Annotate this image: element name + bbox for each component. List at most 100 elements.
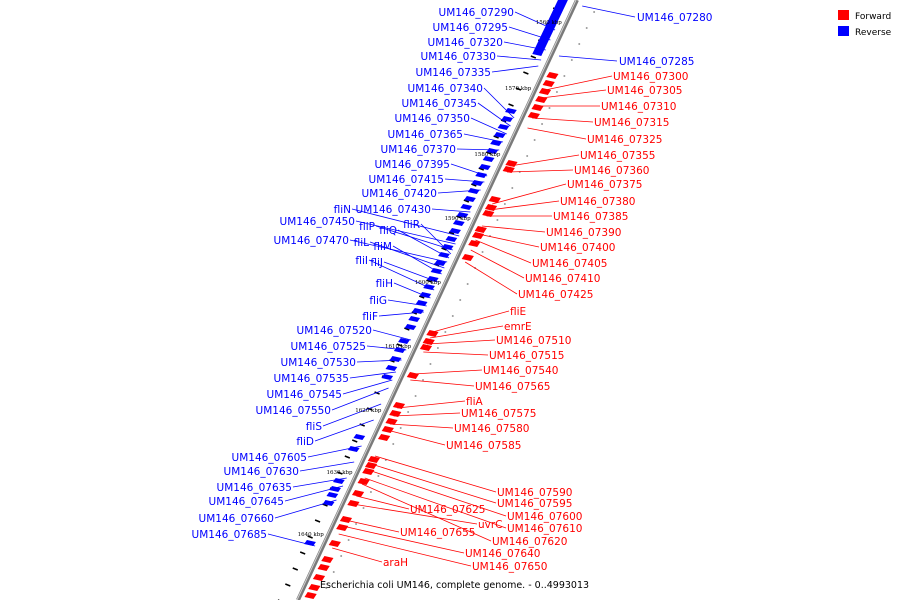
label-connector: [372, 329, 412, 341]
forward-gene-feature: [385, 418, 398, 425]
gc-dash: [508, 103, 514, 107]
label-connector: [378, 311, 424, 317]
forward-gene-feature: [357, 478, 370, 485]
label-connector: [437, 189, 481, 194]
gc-dot: [585, 27, 588, 29]
gene-label: UM146_07650: [472, 561, 547, 573]
forward-gene-feature: [502, 166, 515, 173]
gene-labels: UM146_07290 UM146_07295 UM146_07320 UM146_0…: [192, 7, 713, 573]
gene-label: fliI: [355, 255, 368, 267]
reverse-gene-feature: [419, 292, 432, 298]
scale-tick-label: 1570 kbp: [505, 86, 532, 92]
gene-label: fliF: [362, 311, 378, 323]
label-connector: [483, 87, 515, 119]
scale-ticks: 1560 kbp 1570 kbp 1580 kbp 1590 kbp 1600 kbp…: [298, 20, 563, 538]
gene-label: UM146_07595: [497, 498, 572, 510]
forward-gene-feature: [339, 516, 353, 523]
label-connector: [481, 225, 546, 233]
label-connector: [496, 55, 542, 61]
label-connector: [507, 169, 574, 173]
gene-label: UM146_07395: [375, 159, 450, 171]
label-connector: [274, 499, 337, 519]
label-connector: [322, 403, 382, 427]
gc-dash: [493, 135, 499, 139]
gc-dot: [451, 315, 454, 317]
gc-dash: [404, 327, 410, 331]
gc-dash: [351, 439, 358, 443]
legend-swatch-forward: [838, 10, 849, 20]
label-connector: [299, 461, 355, 472]
label-connector: [489, 200, 560, 211]
label-connector: [393, 282, 431, 299]
scale-tick-label: 1640 kbp: [298, 532, 325, 538]
gene-label: UM146_07645: [209, 496, 284, 508]
gc-dash: [463, 199, 470, 203]
forward-gene-feature: [527, 112, 540, 119]
reverse-gene-feature: [404, 324, 417, 330]
gc-dash: [337, 471, 343, 475]
gene-label: UM146_07585: [446, 440, 521, 452]
gene-label: fliJ: [370, 257, 383, 269]
gene-label: UM146_07340: [408, 83, 483, 95]
gc-dot: [466, 283, 469, 285]
label-connector: [503, 41, 546, 51]
gene-label: UM146_07355: [580, 150, 655, 162]
label-connector: [356, 495, 410, 510]
gene-label: UM146_07300: [613, 71, 688, 83]
label-connector: [374, 455, 497, 493]
gene-label: UM146_07315: [594, 117, 669, 129]
label-connector: [477, 102, 511, 127]
gene-label: UM146_07565: [475, 381, 550, 393]
label-connector: [470, 249, 525, 279]
gc-dot: [347, 539, 350, 541]
forward-gene-feature: [312, 574, 326, 581]
forward-gene-feature: [321, 556, 334, 563]
scale-tick-label: 1620 kbp: [355, 408, 382, 414]
label-connector: [387, 299, 427, 307]
gene-label: UM146_07550: [256, 405, 331, 417]
forward-gene-feature: [328, 540, 341, 547]
gene-label: UM146_07430: [356, 204, 431, 216]
gene-label: UM146_07610: [507, 523, 582, 535]
reverse-gene-feature: [353, 434, 366, 440]
forward-gene-feature: [406, 372, 420, 379]
gene-label: fliL: [354, 237, 370, 249]
label-connector: [423, 351, 489, 356]
label-connectors: [267, 5, 636, 567]
gc-dash: [471, 183, 477, 187]
gc-dash: [285, 583, 291, 587]
gc-dash: [426, 279, 432, 283]
gene-label: emrE: [504, 321, 532, 333]
gene-features: [304, 0, 568, 599]
reverse-gene-feature: [408, 316, 421, 322]
label-connector: [292, 477, 347, 488]
gc-dot: [422, 379, 425, 381]
gene-label: UM146_07380: [560, 196, 635, 208]
gc-dot: [496, 219, 499, 221]
gene-label: fliQ: [379, 225, 397, 237]
reverse-gene-feature: [497, 124, 510, 130]
label-connector: [368, 469, 507, 517]
gene-label: UM146_07370: [381, 144, 456, 156]
label-connector: [397, 229, 450, 259]
gc-dot: [362, 507, 365, 509]
label-connector: [431, 208, 471, 213]
label-connector: [427, 339, 496, 345]
label-connector: [364, 477, 507, 529]
gene-label: UM146_07385: [553, 211, 628, 223]
label-connector: [470, 117, 507, 135]
label-connector: [464, 261, 518, 295]
genome-backbone: [296, 0, 579, 600]
gc-dash: [485, 151, 492, 155]
gene-label: UM146_07530: [281, 357, 356, 369]
label-connector: [383, 261, 439, 283]
gene-label: UM146_07360: [574, 165, 649, 177]
label-connector: [349, 371, 397, 379]
gene-label: fliH: [376, 278, 393, 290]
label-connector: [366, 345, 407, 351]
label-connector: [314, 419, 374, 442]
forward-gene-feature: [381, 426, 394, 433]
label-connector: [527, 127, 587, 140]
gene-label: UM146_07285: [619, 56, 694, 68]
forward-gene-feature: [351, 490, 365, 497]
